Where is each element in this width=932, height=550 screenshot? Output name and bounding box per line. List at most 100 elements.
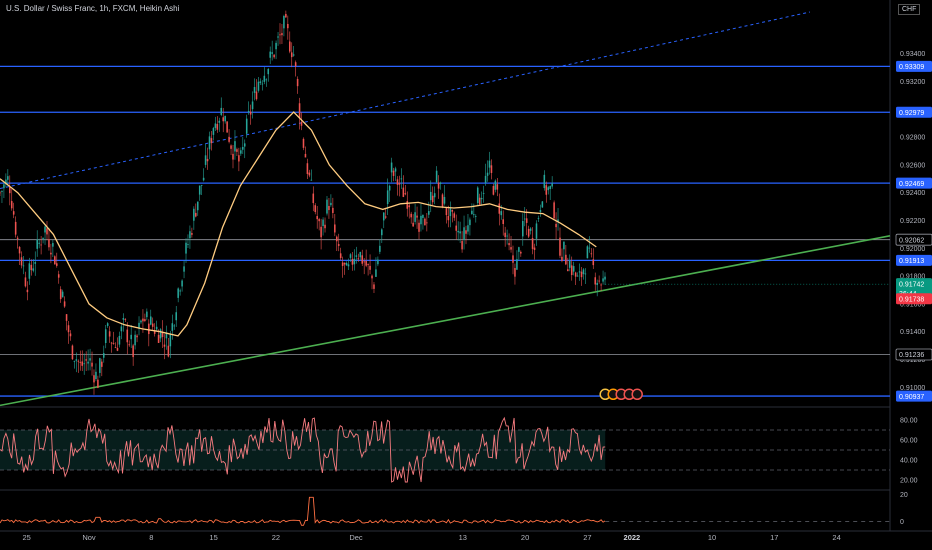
candle-body[interactable] [153, 330, 156, 334]
candle-body[interactable] [326, 199, 328, 214]
candle-body[interactable] [191, 233, 193, 235]
event-badge-icon[interactable] [631, 388, 643, 401]
candle-body[interactable] [363, 261, 365, 263]
candle-body[interactable] [59, 289, 62, 300]
price-pane[interactable] [0, 10, 891, 407]
candle-body[interactable] [369, 265, 371, 270]
candle-body[interactable] [406, 201, 409, 209]
candle-body[interactable] [439, 182, 442, 184]
candle-body[interactable] [486, 172, 489, 176]
candle-body[interactable] [91, 362, 93, 367]
candle-body[interactable] [451, 209, 454, 212]
candle-body[interactable] [195, 212, 197, 217]
candle-body[interactable] [578, 271, 581, 273]
candle-body[interactable] [537, 218, 540, 219]
candle-body[interactable] [10, 201, 13, 209]
candle-body[interactable] [208, 136, 211, 150]
histogram-pane[interactable] [0, 496, 890, 526]
candle-body[interactable] [42, 237, 44, 239]
candle-body[interactable] [300, 121, 303, 126]
moving-average-line[interactable] [0, 111, 597, 337]
candle-body[interactable] [527, 228, 530, 237]
candle-body[interactable] [89, 358, 91, 361]
candle-body[interactable] [236, 149, 238, 152]
candle-body[interactable] [551, 183, 553, 187]
candle-body[interactable] [520, 251, 522, 254]
candle-body[interactable] [175, 312, 178, 321]
support-trendline[interactable] [0, 235, 891, 407]
candle-body[interactable] [146, 311, 148, 318]
candle-body[interactable] [522, 221, 524, 237]
candle-body[interactable] [261, 83, 264, 85]
candle-body[interactable] [279, 34, 281, 36]
candle-body[interactable] [412, 222, 414, 227]
candle-body[interactable] [396, 179, 399, 185]
candle-body[interactable] [40, 244, 42, 246]
candle-body[interactable] [576, 275, 579, 277]
candle-body[interactable] [216, 123, 219, 130]
candle-body[interactable] [157, 334, 160, 343]
candle-body[interactable] [234, 141, 236, 152]
candle-body[interactable] [238, 155, 240, 162]
candle-body[interactable] [312, 193, 315, 204]
candle-body[interactable] [159, 329, 162, 339]
candle-body[interactable] [453, 213, 456, 218]
candle-body[interactable] [296, 78, 299, 87]
candle-body[interactable] [596, 282, 598, 285]
candle-body[interactable] [77, 360, 80, 362]
candle-body[interactable] [54, 256, 56, 265]
candle-body[interactable] [431, 195, 434, 203]
candle-body[interactable] [533, 247, 536, 250]
candle-body[interactable] [330, 202, 332, 206]
candle-body[interactable] [212, 128, 215, 135]
candle-body[interactable] [128, 344, 131, 346]
candle-body[interactable] [99, 358, 101, 373]
candle-body[interactable] [559, 237, 561, 256]
time-axis[interactable]: 25 Nov 8 15 22 Dec 13 20 27 2022 10 17 24 [23, 533, 841, 542]
candle-body[interactable] [475, 215, 477, 217]
candle-body[interactable] [179, 290, 181, 292]
candle-body[interactable] [416, 215, 418, 218]
candle-body[interactable] [510, 247, 512, 250]
candle-body[interactable] [553, 202, 555, 219]
candle-body[interactable] [345, 262, 348, 266]
candle-body[interactable] [414, 212, 416, 222]
candle-body[interactable] [85, 359, 87, 361]
candle-body[interactable] [218, 120, 221, 123]
candle-body[interactable] [263, 75, 266, 82]
candle-body[interactable] [351, 258, 354, 265]
candle-body[interactable] [114, 347, 117, 348]
candle-body[interactable] [65, 314, 68, 321]
candle-body[interactable] [95, 371, 97, 380]
candle-body[interactable] [228, 136, 230, 142]
candle-body[interactable] [189, 231, 191, 239]
candle-body[interactable] [281, 33, 283, 36]
candle-body[interactable] [36, 239, 38, 249]
candle-body[interactable] [424, 218, 426, 226]
candle-body[interactable] [247, 110, 250, 113]
candle-body[interactable] [410, 213, 412, 218]
candle-body[interactable] [337, 244, 340, 246]
candle-body[interactable] [400, 178, 403, 180]
candle-body[interactable] [494, 180, 497, 190]
candle-body[interactable] [69, 333, 72, 337]
candle-body[interactable] [140, 320, 142, 323]
candle-body[interactable] [335, 236, 338, 242]
candle-body[interactable] [332, 207, 334, 213]
candle-body[interactable] [79, 361, 82, 363]
candle-body[interactable] [467, 225, 469, 232]
dashed-trendline[interactable] [0, 11, 811, 190]
candle-body[interactable] [545, 185, 548, 195]
candle-body[interactable] [275, 42, 277, 50]
candle-body[interactable] [441, 194, 444, 208]
candle-body[interactable] [484, 175, 487, 183]
candle-body[interactable] [306, 163, 309, 174]
candle-body[interactable] [83, 363, 85, 365]
candle-body[interactable] [136, 335, 138, 338]
candle-body[interactable] [167, 345, 170, 357]
candle-body[interactable] [459, 231, 461, 234]
histogram-line[interactable] [0, 496, 606, 526]
candle-body[interactable] [122, 318, 125, 320]
candle-body[interactable] [220, 107, 223, 115]
